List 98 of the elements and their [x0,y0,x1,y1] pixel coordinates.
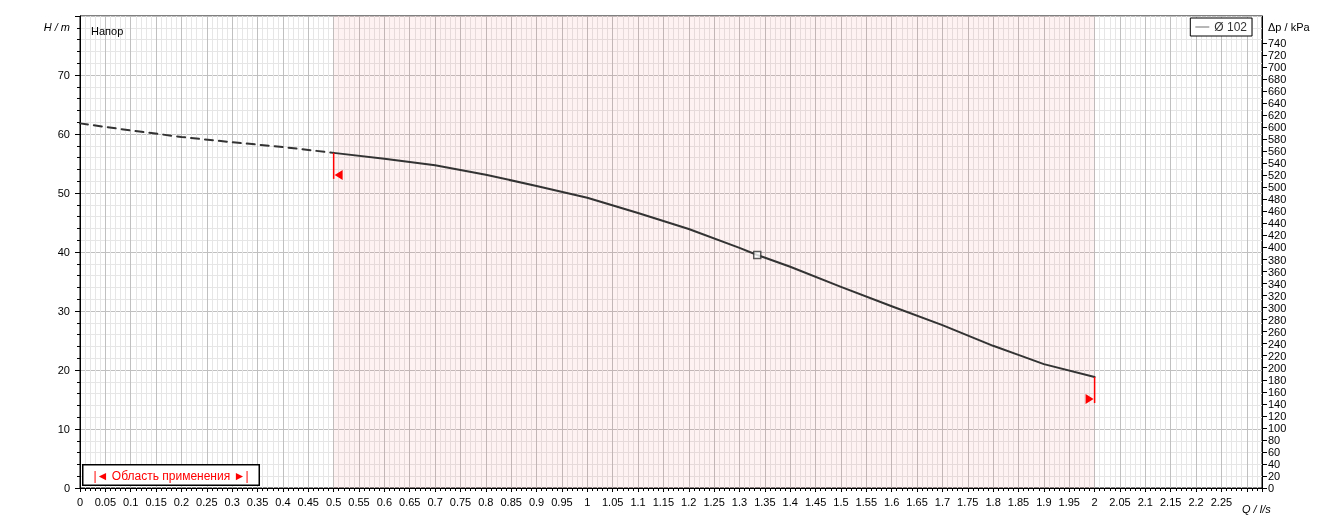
legend-label: Ø 102 [1214,20,1248,34]
x-tick-label: 0.25 [196,495,218,508]
y2-tick-label: 720 [1268,49,1287,62]
x-tick-label: 0.55 [348,495,370,508]
x-tick-label: 0.8 [478,495,494,508]
y2-tick-label: 260 [1268,325,1287,338]
x-tick-label: 0.75 [449,495,472,508]
y2-tick-label: 380 [1268,253,1287,266]
x-tick-label: 0.35 [246,495,269,508]
y-tick-label: 30 [57,305,70,317]
x-tick-label: 2 [1091,495,1098,508]
x-tick-label: 0.9 [528,495,545,508]
y2-tick-label: 20 [1268,469,1281,482]
x-tick-label: 1.4 [782,495,798,508]
x-tick-label: 0.95 [551,495,573,508]
y2-tick-label: 600 [1268,121,1287,134]
y-tick-label: 20 [57,364,70,376]
x-tick-label: 0.7 [427,495,443,508]
text: Напор [91,24,124,37]
x-tick-label: 1.5 [833,495,849,508]
y2-tick-label: 420 [1268,229,1287,242]
x-tick-label: 1.1 [630,495,646,508]
x-tick-label: 1.2 [681,495,697,508]
y2-tick-label: 60 [1268,445,1281,458]
x-tick-label: 1.9 [1036,495,1052,508]
x-tick-label: 0.4 [275,495,291,508]
y2-tick-label: 80 [1268,433,1281,446]
y2-axis-title: Δp / kPa [1268,20,1311,33]
x-tick-label: 1.85 [1007,495,1030,508]
y2-tick-label: 100 [1268,421,1287,434]
x-tick-label: 0.5 [326,495,342,508]
y2-tick-label: 0 [1268,482,1275,494]
x-tick-label: 0.65 [399,495,421,508]
y2-tick-label: 400 [1268,241,1287,254]
y2-tick-label: 160 [1268,385,1287,398]
x-tick-label: 1.75 [957,495,979,508]
x-tick-label: 0.05 [94,495,117,508]
x-tick-label: 0.85 [500,495,522,508]
y2-tick-label: 240 [1268,337,1287,350]
y2-tick-label: 580 [1268,133,1287,146]
y-tick-label: 40 [57,246,70,258]
y2-tick-label: 540 [1268,157,1287,170]
x-tick-label: 1 [584,495,591,508]
x-tick-label: 1.55 [855,495,878,508]
x-tick-label: 0.45 [297,495,319,508]
y2-tick-label: 320 [1268,289,1287,302]
x-tick-label: 1.35 [754,495,776,508]
x-tick-label: 1.95 [1058,495,1080,508]
y-tick-label: 60 [57,128,70,140]
x-tick-label: 0 [76,495,84,508]
y2-tick-label: 680 [1268,73,1287,86]
y2-tick-label: 280 [1268,313,1287,326]
x-tick-label: 2.05 [1109,495,1131,508]
y2-tick-label: 40 [1268,457,1281,470]
y2-tick-label: 360 [1268,265,1287,278]
x-tick-label: 1.8 [985,495,1001,508]
x-tick-label: 1.65 [906,495,928,508]
y2-tick-label: 460 [1268,205,1287,218]
y2-tick-label: 640 [1268,97,1287,110]
x-tick-label: 0.1 [123,495,139,508]
x-tick-label: 1.45 [804,495,827,508]
x-tick-label: 0.15 [145,495,167,508]
y2-tick-label: 560 [1268,145,1287,158]
x-tick-label: 2.15 [1159,495,1182,508]
y2-tick-label: 220 [1268,349,1287,362]
x-tick-label: 1.3 [731,495,748,508]
y-tick-label: 70 [57,69,70,81]
y2-tick-label: 660 [1268,85,1287,98]
y2-tick-label: 180 [1268,373,1287,386]
y-tick-label: 10 [57,423,70,435]
y-tick-label: 0 [63,482,70,494]
y-axis-title: H / m [43,20,70,33]
x-tick-label: 0.2 [173,495,190,508]
y2-tick-label: 740 [1268,37,1287,50]
y2-tick-label: 120 [1268,409,1287,422]
x-tick-label: 2.2 [1188,495,1204,508]
x-tick-label: 1.05 [601,495,624,508]
y2-tick-label: 520 [1268,169,1287,182]
y2-tick-label: 480 [1268,193,1287,206]
y2-tick-label: 440 [1268,217,1287,230]
x-tick-label: 1.7 [934,495,951,508]
y2-tick-label: 620 [1268,109,1287,122]
band-label: |◄ Область применения ►| [93,468,249,483]
x-tick-label: 2.1 [1137,495,1153,508]
y-tick-label: 50 [57,187,70,199]
y2-tick-label: 340 [1268,277,1287,290]
y2-tick-label: 300 [1268,301,1287,314]
x-tick-label: 1.15 [652,495,675,508]
x-axis-title: Q / l/s [1242,502,1272,515]
x-tick-label: 2.25 [1210,495,1233,508]
x-tick-label: 1.25 [703,495,725,508]
x-tick-label: 0.3 [224,495,240,508]
y2-tick-label: 200 [1268,361,1287,374]
y2-tick-label: 140 [1268,397,1287,410]
y2-tick-label: 500 [1268,181,1287,194]
y2-tick-label: 700 [1268,61,1287,74]
x-tick-label: 0.6 [376,495,393,508]
x-tick-label: 1.6 [884,495,900,508]
